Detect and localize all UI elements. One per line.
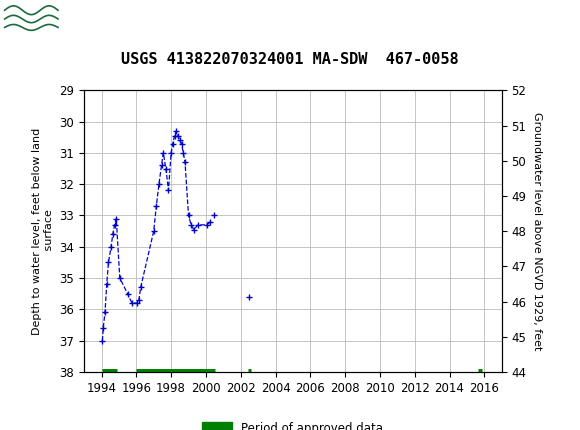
Text: USGS 413822070324001 MA-SDW  467-0058: USGS 413822070324001 MA-SDW 467-0058	[121, 52, 459, 67]
Bar	[3, 3, 90, 34]
Y-axis label: Depth to water level, feet below land
 surface: Depth to water level, feet below land su…	[32, 128, 54, 335]
Text: USGS: USGS	[96, 9, 151, 27]
Y-axis label: Groundwater level above NGVD 1929, feet: Groundwater level above NGVD 1929, feet	[532, 112, 542, 350]
Legend: Period of approved data: Period of approved data	[198, 417, 388, 430]
